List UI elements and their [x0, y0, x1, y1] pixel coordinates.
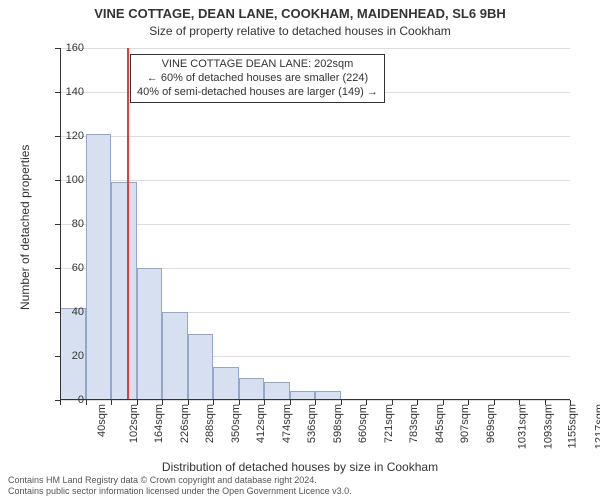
x-tick-mark: [188, 400, 189, 405]
x-tick-mark: [468, 400, 469, 405]
x-tick-label: 102sqm: [128, 404, 140, 443]
y-tick-label: 20: [44, 350, 84, 362]
x-tick-label: 598sqm: [332, 404, 344, 443]
annotation-line1: VINE COTTAGE DEAN LANE: 202sqm: [137, 58, 378, 72]
x-tick-mark: [213, 400, 214, 405]
chart-title-main: VINE COTTAGE, DEAN LANE, COOKHAM, MAIDEN…: [0, 6, 600, 22]
y-tick-label: 120: [44, 130, 84, 142]
y-tick-label: 160: [44, 42, 84, 54]
y-tick-label: 60: [44, 262, 84, 274]
footer-line1: Contains HM Land Registry data © Crown c…: [8, 475, 352, 485]
x-axis-label: Distribution of detached houses by size …: [0, 460, 600, 474]
x-tick-mark: [443, 400, 444, 405]
x-tick-mark: [137, 400, 138, 405]
x-tick-label: 350sqm: [230, 404, 242, 443]
x-tick-label: 660sqm: [357, 404, 369, 443]
x-tick-mark: [417, 400, 418, 405]
x-tick-mark: [86, 400, 87, 405]
x-tick-mark: [392, 400, 393, 405]
x-tick-label: 288sqm: [204, 404, 216, 443]
x-axis-line: [60, 399, 570, 400]
x-tick-label: 721sqm: [383, 404, 395, 443]
histogram-bar: [239, 378, 265, 400]
x-tick-mark: [494, 400, 495, 405]
histogram-bar: [213, 367, 239, 400]
y-tick-label: 100: [44, 174, 84, 186]
footer-line2: Contains public sector information licen…: [8, 486, 352, 496]
x-tick-label: 783sqm: [408, 404, 420, 443]
annotation-line2: ← 60% of detached houses are smaller (22…: [137, 72, 378, 86]
y-axis-label: Number of detached properties: [18, 145, 32, 310]
x-tick-label: 40sqm: [96, 404, 108, 437]
x-tick-label: 164sqm: [153, 404, 165, 443]
histogram-bar: [264, 382, 290, 400]
histogram-bar: [188, 334, 214, 400]
x-tick-mark: [315, 400, 316, 405]
x-tick-label: 907sqm: [459, 404, 471, 443]
y-tick-label: 40: [44, 306, 84, 318]
x-tick-mark: [545, 400, 546, 405]
x-tick-label: 1155sqm: [566, 404, 578, 448]
x-tick-label: 412sqm: [255, 404, 267, 443]
annotation-line3: 40% of semi-detached houses are larger (…: [137, 86, 378, 100]
x-tick-mark: [162, 400, 163, 405]
x-tick-label: 845sqm: [434, 404, 446, 443]
gridline: [60, 48, 570, 49]
x-tick-mark: [290, 400, 291, 405]
x-tick-mark: [239, 400, 240, 405]
reference-line: [127, 48, 129, 400]
y-tick-label: 0: [44, 394, 84, 406]
x-tick-mark: [519, 400, 520, 405]
chart-title-sub: Size of property relative to detached ho…: [0, 24, 600, 38]
x-tick-mark: [570, 400, 571, 405]
annotation-box: VINE COTTAGE DEAN LANE: 202sqm ← 60% of …: [130, 54, 385, 103]
gridline: [60, 224, 570, 225]
x-tick-label: 474sqm: [281, 404, 293, 443]
x-tick-label: 1093sqm: [542, 404, 554, 449]
x-tick-label: 226sqm: [179, 404, 191, 443]
chart-title-block: VINE COTTAGE, DEAN LANE, COOKHAM, MAIDEN…: [0, 0, 600, 38]
histogram-bar: [86, 134, 112, 400]
histogram-bar: [162, 312, 188, 400]
y-tick-label: 80: [44, 218, 84, 230]
y-tick-label: 140: [44, 86, 84, 98]
x-tick-label: 536sqm: [306, 404, 318, 443]
x-tick-label: 1031sqm: [516, 404, 528, 449]
x-tick-mark: [341, 400, 342, 405]
chart-area: 40sqm102sqm164sqm226sqm288sqm350sqm412sq…: [60, 48, 570, 400]
gridline: [60, 180, 570, 181]
x-tick-mark: [264, 400, 265, 405]
x-tick-mark: [111, 400, 112, 405]
x-tick-mark: [366, 400, 367, 405]
histogram-bar: [137, 268, 163, 400]
histogram-bar: [111, 182, 137, 400]
x-tick-label: 1217sqm: [593, 404, 600, 449]
x-tick-label: 969sqm: [485, 404, 497, 443]
gridline: [60, 136, 570, 137]
footer-attribution: Contains HM Land Registry data © Crown c…: [8, 475, 352, 496]
